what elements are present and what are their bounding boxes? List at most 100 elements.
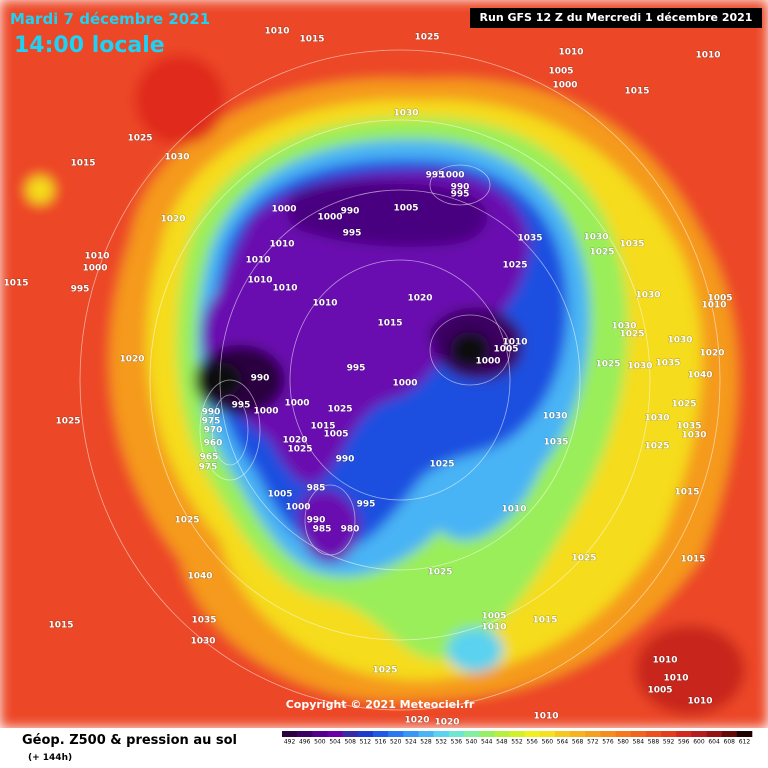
scale-label: 504: [329, 739, 341, 746]
isobar-label: 1005: [393, 204, 418, 214]
isobar-label: 1025: [589, 248, 614, 258]
scale-swatch: [539, 731, 556, 737]
isobar-label: 1010: [558, 48, 583, 58]
isobar-label: 1015: [48, 621, 73, 631]
isobar-label: 1010: [312, 299, 337, 309]
isobar-label: 1025: [372, 666, 397, 676]
isobar-label: 985: [313, 525, 332, 535]
scale-swatch: [706, 731, 722, 737]
scale-label: 524: [405, 739, 417, 746]
scale-swatch: [448, 731, 465, 737]
isobar-label: 965: [200, 453, 219, 463]
scale-swatch: [661, 731, 677, 737]
scale-label: 560: [542, 739, 554, 746]
forecast-date: Mardi 7 décembre 2021: [10, 10, 210, 28]
isobar-label: 1020: [699, 349, 724, 359]
scale-label: 612: [739, 739, 751, 746]
scale-swatch: [494, 731, 510, 737]
scale-label: 500: [314, 739, 326, 746]
scale-label: 596: [678, 739, 690, 746]
isobar-label: 1010: [663, 674, 688, 684]
isobar-label: 1015: [299, 35, 324, 45]
scale-label: 584: [633, 739, 645, 746]
isobar-label: 1005: [267, 490, 292, 500]
isobar-label: 1025: [287, 445, 312, 455]
isobar-label: 1025: [427, 568, 452, 578]
scale-swatch: [297, 731, 313, 737]
isobar-label: 995: [426, 171, 445, 181]
isobar-label: 1005: [647, 686, 672, 696]
isobar-label: 1025: [127, 134, 152, 144]
scale-label: 600: [693, 739, 705, 746]
isobar-label: 1000: [271, 205, 296, 215]
scale-label: 572: [587, 739, 599, 746]
scale-label: 568: [572, 739, 584, 746]
scale-label: 564: [557, 739, 569, 746]
scale-label: 544: [481, 739, 493, 746]
isobar-label: 1020: [282, 436, 307, 446]
scale-swatch: [600, 731, 616, 737]
isobar-label: 1015: [674, 488, 699, 498]
scale-swatch: [554, 731, 571, 737]
isobar-label: 1030: [635, 291, 660, 301]
scale-label: 548: [496, 739, 508, 746]
scale-swatch: [357, 731, 374, 737]
scale-label: 516: [375, 739, 387, 746]
run-banner: [470, 8, 762, 28]
isobar-label: 1025: [595, 360, 620, 370]
isobar-label: 1020: [160, 215, 185, 225]
scale-swatch: [433, 731, 450, 737]
scale-label: 552: [511, 739, 523, 746]
isobar-label: 990: [307, 516, 326, 526]
isobar-label: 1020: [434, 718, 459, 728]
isobar-label: 1015: [3, 279, 28, 289]
isobar-label: 1020: [404, 716, 429, 726]
isobar-label: 995: [71, 285, 90, 295]
isobar-label: 995: [347, 364, 366, 374]
isobar-label: 1015: [310, 422, 335, 432]
map-field: [0, 0, 768, 728]
isobar-label: 1000: [439, 171, 464, 181]
isobar-label: 1010: [533, 712, 558, 722]
scale-label: 532: [435, 739, 447, 746]
isobar-label: 1000: [317, 213, 342, 223]
isobar-label: 1030: [190, 637, 215, 647]
isobar-label: 960: [204, 439, 223, 449]
isobar-label: 985: [307, 484, 326, 494]
isobar-label: 1000: [552, 81, 577, 91]
isobar-label: 975: [199, 463, 218, 473]
isobar-label: 1025: [55, 417, 80, 427]
isobar-label: 1030: [164, 153, 189, 163]
isobar-label: 1010: [501, 505, 526, 515]
scale-label: 496: [299, 739, 311, 746]
isobar-label: 1030: [644, 414, 669, 424]
footer-subtitle: (+ 144h): [28, 753, 72, 763]
scale-swatch: [721, 731, 738, 737]
isobar-label: 1010: [701, 301, 726, 311]
isobar-label: 1040: [687, 371, 712, 381]
isobar-label: 990: [251, 374, 270, 384]
isobar-label: 1030: [681, 431, 706, 441]
scale-swatch: [479, 731, 495, 737]
scale-swatch: [524, 731, 541, 737]
scale-swatch: [615, 731, 632, 737]
isobar-label: 1010: [264, 27, 289, 37]
isobar-label: 1015: [532, 616, 557, 626]
isobar-label: 1000: [253, 407, 278, 417]
scale-swatch: [418, 731, 434, 737]
isobar-label: 1025: [502, 261, 527, 271]
scale-swatch: [282, 731, 298, 737]
isobar-label: 1010: [481, 623, 506, 633]
isobar-label: 990: [451, 183, 470, 193]
isobar-label: 1015: [70, 159, 95, 169]
isobar-label: 980: [341, 525, 360, 535]
isobar-label: 970: [204, 426, 223, 436]
isobar-label: 995: [232, 401, 251, 411]
scale-label: 556: [526, 739, 538, 746]
scale-swatch: [736, 731, 753, 737]
isobar-label: 1010: [269, 240, 294, 250]
contour-lines: [79, 49, 721, 711]
isobar-label: 1005: [707, 294, 732, 304]
isobar-label: 1000: [284, 399, 309, 409]
isobar-label: 1010: [84, 252, 109, 262]
